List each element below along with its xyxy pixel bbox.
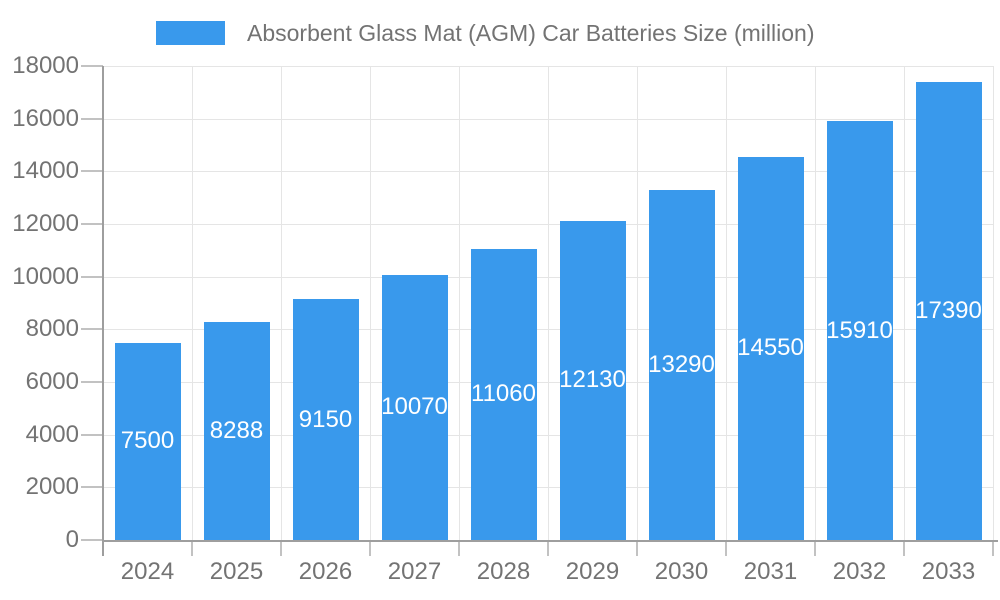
x-tick-label-2031: 2031 [743, 558, 798, 585]
x-tick-label-2030: 2030 [654, 558, 709, 585]
bar-value-label: 12130 [559, 366, 626, 394]
y-axis-tick [81, 223, 103, 225]
y-tick-label: 10000 [12, 262, 79, 290]
gridline-vertical [548, 66, 549, 540]
bar-2026[interactable]: 9150 [292, 299, 359, 540]
gridline-vertical [637, 66, 638, 540]
y-tick-label: 14000 [12, 157, 79, 185]
gridline-vertical [192, 66, 193, 540]
bar-value-label: 9150 [298, 405, 353, 433]
y-axis-tick [81, 433, 103, 436]
bar-2029[interactable]: 12130 [559, 220, 626, 540]
gridline-vertical [904, 66, 905, 540]
x-tick-label-2024: 2024 [120, 558, 175, 585]
y-axis-line [102, 66, 104, 556]
bar-2027[interactable]: 10070 [381, 274, 448, 540]
chart-legend-item[interactable]: Absorbent Glass Mat (AGM) Car Batteries … [156, 20, 815, 46]
bar-2030[interactable]: 13290 [648, 190, 715, 540]
y-tick-label: 12000 [12, 210, 79, 237]
x-axis-tick [903, 540, 905, 556]
x-axis-tick [814, 540, 816, 556]
x-tick-label-2027: 2027 [387, 558, 442, 585]
x-tick-label-2029: 2029 [565, 558, 620, 585]
y-axis-tick [81, 65, 103, 67]
bar-2032[interactable]: 15910 [826, 121, 893, 540]
x-axis-tick [547, 540, 549, 556]
x-tick-label-2025: 2025 [209, 558, 264, 585]
legend-swatch [156, 21, 225, 45]
x-tick-label-2028: 2028 [476, 558, 531, 585]
y-axis-tick [81, 117, 103, 120]
gridline-vertical [459, 66, 460, 540]
bar-2024[interactable]: 7500 [114, 342, 181, 540]
y-tick-label: 18000 [12, 52, 79, 79]
gridline-vertical [726, 66, 727, 540]
x-tick-label-2033: 2033 [921, 558, 976, 585]
gridline-vertical [815, 66, 816, 540]
gridline-vertical [281, 66, 282, 540]
x-axis-tick [725, 540, 727, 556]
y-tick-label: 8000 [25, 315, 79, 343]
bar-value-label: 7500 [120, 427, 175, 455]
bar-value-label: 14550 [737, 334, 804, 362]
y-tick-label: 0 [65, 526, 79, 553]
bar-value-label: 13290 [648, 351, 715, 378]
y-tick-label: 16000 [12, 104, 79, 132]
legend-label: Absorbent Glass Mat (AGM) Car Batteries … [247, 20, 815, 46]
bar-value-label: 10070 [381, 393, 448, 421]
bar-2028[interactable]: 11060 [470, 248, 537, 540]
x-axis-tick [191, 540, 193, 556]
bar-value-label: 11060 [471, 380, 536, 408]
y-axis-tick [81, 328, 103, 331]
y-axis-tick [81, 486, 103, 489]
y-tick-label: 6000 [25, 368, 79, 395]
y-axis-tick [81, 170, 103, 173]
x-axis-tick [280, 540, 282, 556]
x-axis-tick [992, 540, 994, 556]
x-axis-tick [636, 540, 638, 556]
x-axis-tick [458, 540, 460, 556]
y-axis-tick [81, 381, 103, 383]
y-tick-label: 2000 [25, 473, 79, 501]
x-axis-tick [369, 540, 371, 556]
bar-2033[interactable]: 17390 [915, 82, 982, 540]
gridline-vertical [370, 66, 371, 540]
bar-2031[interactable]: 14550 [737, 156, 804, 540]
bar-value-label: 15910 [826, 316, 893, 344]
x-tick-label-2026: 2026 [298, 558, 353, 585]
y-tick-label: 4000 [25, 420, 79, 448]
bar-2025[interactable]: 8288 [203, 321, 270, 540]
y-axis-tick [81, 539, 103, 541]
x-axis-line [103, 540, 998, 542]
y-axis-tick [81, 275, 103, 278]
bar-value-label: 8288 [209, 416, 264, 444]
x-tick-label-2032: 2032 [832, 558, 887, 585]
bar-value-label: 17390 [915, 297, 982, 325]
gridline-vertical [993, 66, 994, 540]
